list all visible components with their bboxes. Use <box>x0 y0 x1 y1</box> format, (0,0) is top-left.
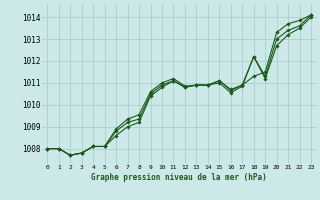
X-axis label: Graphe pression niveau de la mer (hPa): Graphe pression niveau de la mer (hPa) <box>91 173 267 182</box>
